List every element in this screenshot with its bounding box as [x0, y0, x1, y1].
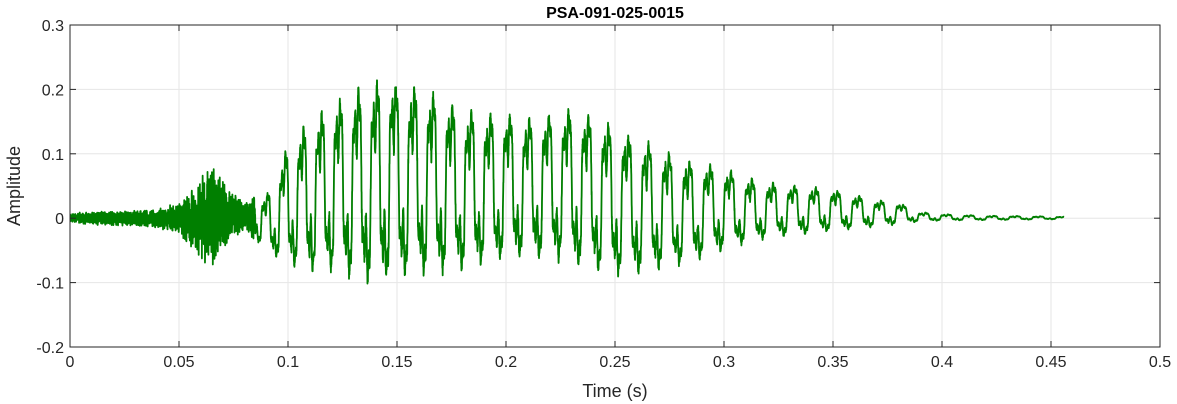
y-tick-label: -0.1 [36, 276, 64, 293]
x-tick-label: 0.5 [1149, 354, 1171, 371]
chart-title: PSA-091-025-0015 [546, 5, 684, 22]
y-tick-label: 0.1 [42, 147, 64, 164]
y-tick-label: 0.2 [42, 82, 64, 99]
y-axis-ticks: -0.2 -0.1 0 0.1 0.2 0.3 [36, 18, 1160, 357]
x-tick-label: 0.1 [277, 354, 299, 371]
x-axis-label: Time (s) [582, 381, 647, 401]
x-tick-label: 0.2 [495, 354, 517, 371]
x-tick-label: 0.45 [1035, 354, 1066, 371]
waveform-line [70, 79, 1065, 285]
y-axis-label: Amplitude [4, 146, 24, 226]
y-tick-label: -0.2 [36, 340, 64, 357]
series-layer [70, 79, 1065, 285]
y-tick-label: 0.3 [42, 18, 64, 35]
x-tick-label: 0 [66, 354, 75, 371]
x-tick-label: 0.35 [817, 354, 848, 371]
x-tick-label: 0.25 [599, 354, 630, 371]
x-tick-label: 0.4 [931, 354, 953, 371]
x-tick-label: 0.05 [163, 354, 194, 371]
x-tick-label: 0.15 [381, 354, 412, 371]
x-axis-ticks: 0 0.05 0.1 0.15 0.2 0.25 0.3 0.35 0.4 0.45 0.5 [66, 25, 1171, 371]
x-tick-label: 0.3 [713, 354, 735, 371]
y-tick-label: 0 [55, 211, 64, 228]
